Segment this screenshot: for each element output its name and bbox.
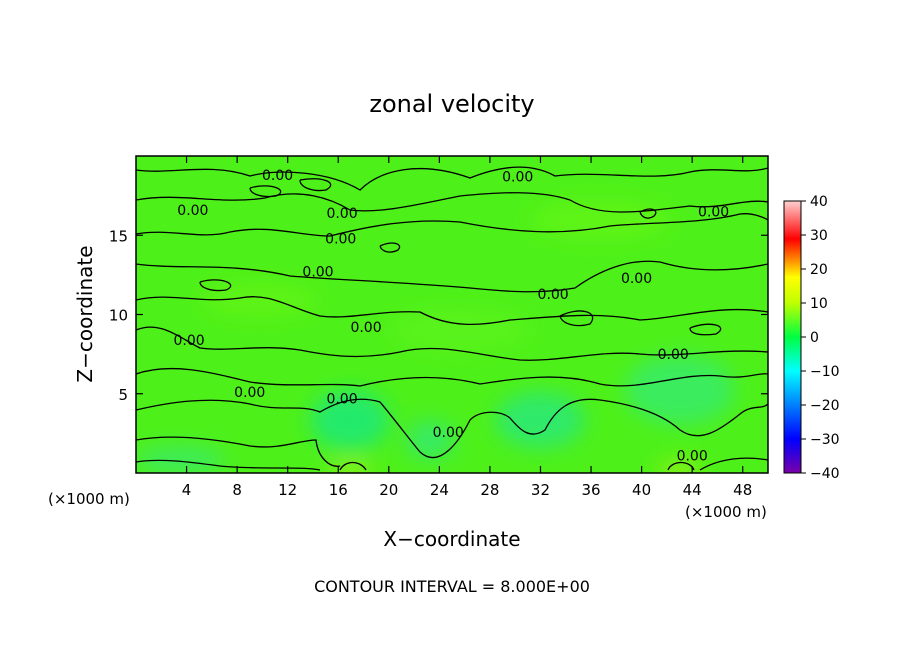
chart-title: zonal velocity [369, 90, 534, 118]
x-axis-unit: (×1000 m) [685, 503, 767, 521]
x-tick-label: 12 [278, 481, 297, 499]
x-tick-label: 24 [430, 481, 449, 499]
x-tick-label: 32 [531, 481, 550, 499]
x-tick-label: 36 [581, 481, 600, 499]
x-tick-label: 48 [733, 481, 752, 499]
colorbar-tick-label: 40 [810, 194, 828, 210]
colorbar-tick-label: 20 [810, 262, 828, 278]
colorbar-tick-label: 0 [810, 330, 819, 346]
contour-interval-note: CONTOUR INTERVAL = 8.000E+00 [314, 577, 590, 596]
contour-lines [136, 166, 768, 471]
contour-label: 0.00 [326, 206, 357, 222]
contour-label: 0.00 [234, 385, 265, 401]
contour-label: 0.00 [433, 425, 464, 441]
colorbar-tick-label: −10 [810, 364, 840, 380]
x-axis-label: X−coordinate [383, 527, 520, 551]
y-tick-label: 5 [118, 386, 128, 404]
y-axis-unit: (×1000 m) [48, 490, 130, 508]
colorbar-tick-label: −20 [810, 398, 840, 414]
x-tick-label: 28 [480, 481, 499, 499]
colorbar-tick-label: 30 [810, 228, 828, 244]
colorbar-tick-label: −30 [810, 432, 840, 448]
contour-label: 0.00 [698, 204, 729, 220]
contour-label: 0.00 [177, 203, 208, 219]
y-axis-label: Z−coordinate [73, 245, 97, 382]
contour-label-layer: 0.00 0.00 0.00 0.00 0.00 0.00 0.00 0.00 0.00 0.00… [174, 168, 730, 465]
x-tick-label: 8 [232, 481, 242, 499]
colorbar [783, 200, 802, 474]
contour-label: 0.00 [262, 168, 293, 184]
x-tick-label: 16 [329, 481, 348, 499]
contour-label: 0.00 [325, 231, 356, 247]
colorbar-ticks: 40 30 20 10 0 −10 −20 −30 −40 [801, 194, 840, 482]
colorbar-tick-label: 10 [810, 296, 828, 312]
y-tick-label: 15 [109, 227, 128, 245]
contour-label: 0.00 [621, 271, 652, 287]
y-tick-label: 10 [109, 307, 128, 325]
contour-label: 0.00 [326, 392, 357, 408]
y-axis: 5 10 15 [109, 227, 768, 404]
x-axis: 4 8 12 16 20 24 28 32 36 40 44 48 [182, 156, 752, 499]
contour-label: 0.00 [538, 287, 569, 303]
colorbar-tick-label: −40 [810, 466, 840, 482]
contour-label: 0.00 [302, 265, 333, 281]
contour-label: 0.00 [658, 347, 689, 363]
x-tick-label: 44 [683, 481, 702, 499]
contour-label: 0.00 [350, 320, 381, 336]
x-tick-label: 4 [182, 481, 192, 499]
contour-label: 0.00 [174, 333, 205, 349]
contour-label: 0.00 [677, 449, 708, 465]
contour-label: 0.00 [502, 170, 533, 186]
x-tick-label: 40 [632, 481, 651, 499]
x-tick-label: 20 [379, 481, 398, 499]
